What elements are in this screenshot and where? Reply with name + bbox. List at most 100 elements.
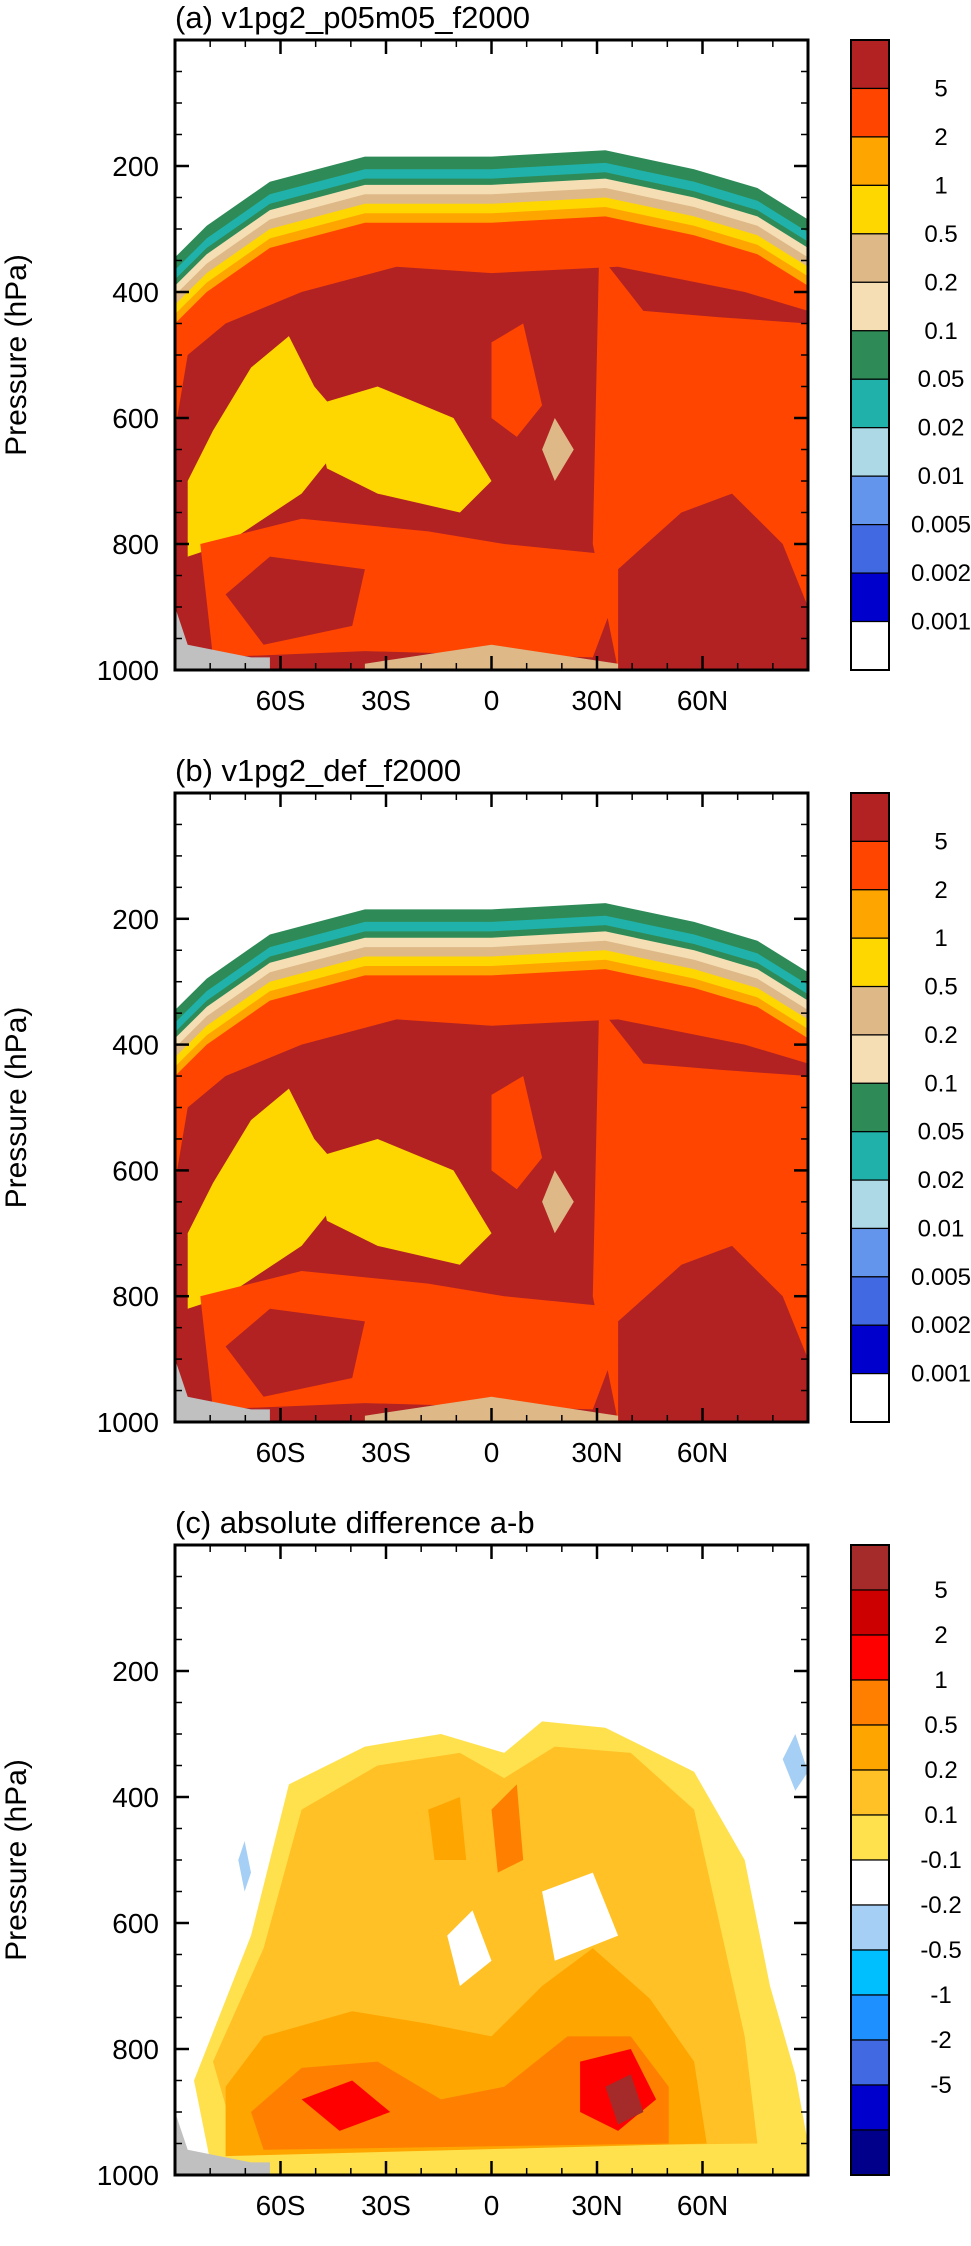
y-tick-label: 800 [112,2034,159,2065]
colorbar-label: 0.001 [911,609,971,636]
y-tick-label: 600 [112,1155,159,1186]
contour-region [491,1076,543,1190]
x-tick-label: 60S [256,1437,306,1468]
colorbar-swatch [850,1179,890,1230]
colorbar-label: 0.5 [924,221,957,248]
colorbar-swatch [850,1634,890,1681]
y-tick-label: 800 [112,1281,159,1312]
colorbar-label: 2 [934,124,947,151]
y-axis-label: Pressure (hPa) [0,254,33,456]
colorbar-label: 0.5 [924,974,957,1001]
colorbar-swatch [850,1724,890,1771]
x-tick-label: 0 [484,685,500,716]
y-tick-label: 200 [112,1656,159,1687]
colorbar-swatch [850,2084,890,2131]
y-tick-label: 400 [112,277,159,308]
contour-region [447,1910,492,1986]
contour-region [225,1308,365,1397]
colorbar-label: 0.2 [924,1022,957,1049]
x-tick-label: 0 [484,2190,500,2221]
colorbar-swatch [850,1082,890,1133]
colorbar-label: 0.2 [924,1757,957,1784]
contour-region [542,1872,619,1961]
colorbar-label: 0.02 [918,1167,965,1194]
colorbar-swatch [850,889,890,939]
colorbar-swatch [850,572,890,623]
colorbar-label: 0.5 [924,1712,957,1739]
colorbar-swatch [850,2039,890,2086]
contour-region [225,556,365,645]
colorbar-label: -5 [930,2072,951,2099]
colorbar-swatch [850,1544,890,1591]
colorbar-label: 0.02 [918,415,965,442]
colorbar-frame [850,39,890,671]
contour-region [301,2080,391,2131]
colorbar-label: 2 [934,1622,947,1649]
contour-region [491,1784,524,1873]
colorbar-label: 1 [934,1667,947,1694]
contour-region [187,336,353,557]
contour-region [428,1797,467,1860]
colorbar-label: 0.002 [911,560,971,587]
colorbar-label: 5 [934,828,947,855]
y-axis-label: Pressure (hPa) [0,1007,33,1209]
colorbar-label: -0.2 [920,1892,961,1919]
x-tick-label: 60S [256,2190,306,2221]
y-axis-label: Pressure (hPa) [0,1759,33,1961]
contour-region [314,1139,492,1265]
chart-title: (c) absolute difference a-b [175,1505,535,1540]
colorbar-swatch [850,985,890,1036]
contour-region [605,2074,644,2125]
colorbar-label: 0.001 [911,1361,971,1388]
colorbar-swatch [850,427,890,477]
x-tick-label: 30N [571,1437,622,1468]
y-tick-label: 400 [112,1782,159,1813]
colorbar-swatch [850,1034,890,1084]
colorbar-label: 0.01 [918,463,965,490]
colorbar-swatch [850,620,890,671]
colorbar-frame [850,792,890,1423]
contour-region [618,1245,808,1422]
y-tick-label: 800 [112,529,159,560]
colorbar-swatch [850,1814,890,1861]
colorbar-label: 0.1 [924,1070,957,1097]
y-tick-label: 1000 [97,1407,159,1438]
colorbar-label: -1 [930,1982,951,2009]
colorbar-swatch [850,1679,890,1726]
colorbar-swatch [850,1949,890,1996]
y-tick-label: 600 [112,403,159,434]
contour-region [491,323,543,437]
colorbar-swatch [850,792,890,842]
contour-region [618,493,808,670]
colorbar-swatch [850,330,890,380]
colorbar-swatch [850,39,890,90]
colorbar-swatch [850,1227,890,1278]
colorbar-label: 1 [934,925,947,952]
colorbar-swatch [850,840,890,891]
colorbar-swatch [850,1131,890,1181]
colorbar-label: -0.5 [920,1937,961,1964]
y-tick-label: 400 [112,1030,159,1061]
chart-title: (b) v1pg2_def_f2000 [175,753,461,788]
colorbar-swatch [850,233,890,283]
chart-panel-1: (b) v1pg2_def_f2000 200 400 600 800 1000 60S 30… [0,753,971,1468]
colorbar-swatch [850,87,890,138]
colorbar-swatch [850,136,890,186]
colorbar-label: 0.01 [918,1216,965,1243]
colorbar-swatch [850,378,890,429]
contour-region [542,418,574,481]
contour-region [187,1088,353,1309]
colorbar-label: 0.05 [918,1119,965,1146]
colorbar-label: 5 [934,1577,947,1604]
colorbar-swatch [850,937,890,988]
contour-region [314,386,492,513]
colorbar-label: 0.05 [918,366,965,393]
colorbar-label: 0.1 [924,318,957,345]
colorbar-label: -2 [930,2027,951,2054]
colorbar-swatch [850,1276,890,1326]
x-tick-label: 60N [677,685,728,716]
x-tick-label: 60N [677,2190,728,2221]
colorbar-label: 0.005 [911,512,971,539]
x-tick-label: 30S [361,2190,411,2221]
y-tick-label: 600 [112,1908,159,1939]
